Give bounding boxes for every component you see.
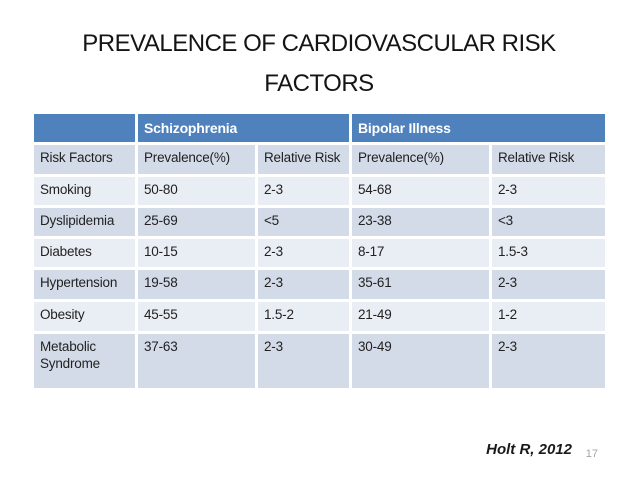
cell-value: 50-80 bbox=[135, 174, 258, 208]
table-corner-cell bbox=[31, 111, 138, 145]
cell-value: <3 bbox=[488, 205, 609, 239]
cell-value: 10-15 bbox=[135, 236, 258, 270]
table-row-dyslipidemia: Dyslipidemia 25-69 <5 23-38 <3 bbox=[31, 205, 609, 239]
table-row-metabolic-syndrome: Metabolic Syndrome 37-63 2-3 30-49 2-3 bbox=[31, 331, 609, 391]
column-header-relative-risk-bipolar: Relative Risk bbox=[488, 142, 609, 177]
cell-value: 1.5-3 bbox=[488, 236, 609, 270]
cell-value: 8-17 bbox=[349, 236, 492, 270]
slide-title: PREVALENCE OF CARDIOVASCULAR RISK FACTOR… bbox=[82, 30, 556, 97]
cell-value: 25-69 bbox=[135, 205, 258, 239]
cell-value: 23-38 bbox=[349, 205, 492, 239]
cell-value: 2-3 bbox=[255, 174, 352, 208]
cell-value: 1-2 bbox=[488, 299, 609, 334]
group-header-bipolar-illness: Bipolar Illness bbox=[348, 111, 609, 145]
cell-factor: Metabolic Syndrome bbox=[31, 331, 138, 391]
cell-value: 54-68 bbox=[349, 174, 492, 208]
cell-value: 2-3 bbox=[255, 236, 352, 270]
table-row-smoking: Smoking 50-80 2-3 54-68 2-3 bbox=[31, 174, 609, 208]
cell-factor: Obesity bbox=[31, 299, 138, 334]
cell-value: 2-3 bbox=[255, 267, 352, 302]
column-header-risk-factors: Risk Factors bbox=[31, 142, 138, 177]
cell-value: 2-3 bbox=[255, 331, 352, 391]
cell-value: 19-58 bbox=[135, 267, 258, 302]
table-row-diabetes: Diabetes 10-15 2-3 8-17 1.5-3 bbox=[31, 236, 609, 270]
cell-value: 30-49 bbox=[349, 331, 492, 391]
column-header-relative-risk-schizophrenia: Relative Risk bbox=[255, 142, 352, 177]
column-header-prevalence-schizophrenia: Prevalence(%) bbox=[135, 142, 258, 177]
group-header-schizophrenia: Schizophrenia bbox=[135, 111, 352, 145]
column-header-prevalence-bipolar: Prevalence(%) bbox=[349, 142, 492, 177]
cell-value: 35-61 bbox=[349, 267, 492, 302]
cell-value: <5 bbox=[255, 205, 352, 239]
cell-value: 37-63 bbox=[135, 331, 258, 391]
table-column-header-row: Risk Factors Prevalence(%) Relative Risk… bbox=[31, 142, 609, 177]
cell-factor: Hypertension bbox=[31, 267, 138, 302]
cell-factor: Smoking bbox=[31, 174, 138, 208]
cell-factor: Diabetes bbox=[31, 236, 138, 270]
table-group-header-row: Schizophrenia Bipolar Illness bbox=[31, 111, 609, 145]
cell-value: 45-55 bbox=[135, 299, 258, 334]
risk-factors-table: Schizophrenia Bipolar Illness Risk Facto… bbox=[31, 111, 609, 391]
table-row-obesity: Obesity 45-55 1.5-2 21-49 1-2 bbox=[31, 299, 609, 334]
cell-value: 1.5-2 bbox=[255, 299, 352, 334]
cell-value: 2-3 bbox=[488, 267, 609, 302]
cell-value: 21-49 bbox=[349, 299, 492, 334]
citation: Holt R, 2012 bbox=[486, 441, 572, 458]
cell-value: 2-3 bbox=[488, 331, 609, 391]
table-row-hypertension: Hypertension 19-58 2-3 35-61 2-3 bbox=[31, 267, 609, 302]
cell-value: 2-3 bbox=[488, 174, 609, 208]
cell-factor: Dyslipidemia bbox=[31, 205, 138, 239]
page-number: 17 bbox=[585, 448, 598, 460]
